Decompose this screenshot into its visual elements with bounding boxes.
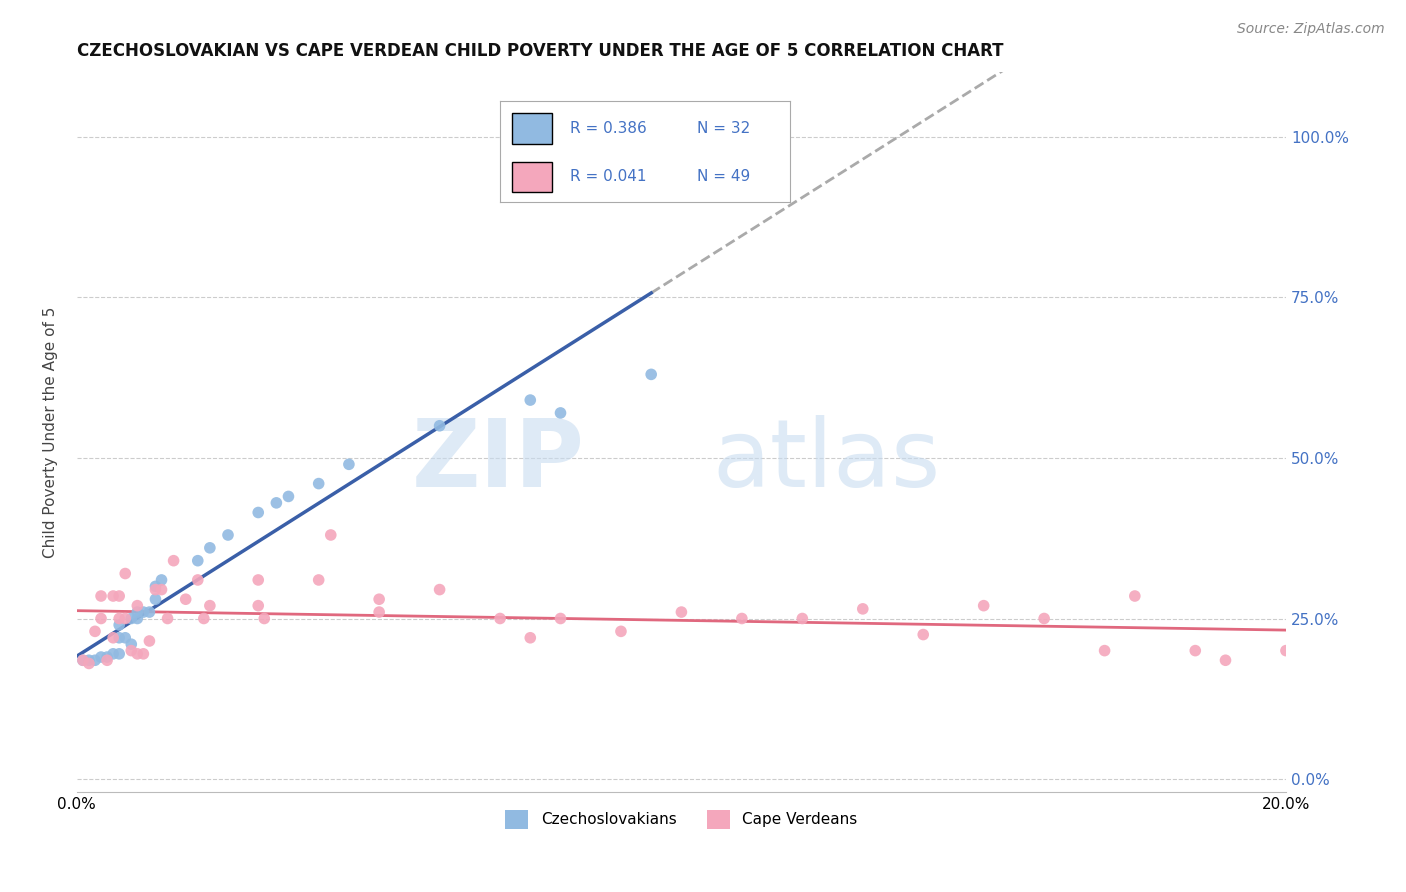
Point xyxy=(150,582,173,597)
Point xyxy=(198,599,221,613)
Point xyxy=(731,611,754,625)
Point xyxy=(610,624,633,639)
Point xyxy=(162,554,184,568)
Point xyxy=(114,631,136,645)
Point xyxy=(96,653,118,667)
Point xyxy=(761,129,783,144)
Point xyxy=(138,605,160,619)
Point xyxy=(90,650,112,665)
Point xyxy=(852,602,875,616)
Point xyxy=(90,611,112,625)
Point xyxy=(187,554,209,568)
Point xyxy=(247,573,270,587)
Point xyxy=(127,605,149,619)
Point xyxy=(429,582,451,597)
Point xyxy=(319,528,342,542)
Point xyxy=(138,634,160,648)
Point xyxy=(1123,589,1146,603)
Point xyxy=(973,599,995,613)
Point xyxy=(156,611,179,625)
Point xyxy=(101,589,124,603)
Point xyxy=(198,541,221,555)
Point xyxy=(108,631,131,645)
Point xyxy=(519,631,541,645)
Point xyxy=(127,599,149,613)
Point xyxy=(101,631,124,645)
Point xyxy=(671,605,693,619)
Point xyxy=(77,653,100,667)
Point xyxy=(96,650,118,665)
Point xyxy=(145,579,167,593)
Point xyxy=(145,592,167,607)
Text: ZIP: ZIP xyxy=(412,415,585,507)
Point xyxy=(519,393,541,408)
Point xyxy=(193,611,215,625)
Point xyxy=(108,647,131,661)
Point xyxy=(77,657,100,671)
Point xyxy=(145,582,167,597)
Point xyxy=(368,592,391,607)
Point xyxy=(120,611,142,625)
Point xyxy=(132,647,155,661)
Point xyxy=(337,458,360,472)
Legend: Czechoslovakians, Cape Verdeans: Czechoslovakians, Cape Verdeans xyxy=(499,804,863,835)
Point xyxy=(217,528,239,542)
Y-axis label: Child Poverty Under the Age of 5: Child Poverty Under the Age of 5 xyxy=(44,307,58,558)
Point xyxy=(187,573,209,587)
Point xyxy=(266,496,288,510)
Point xyxy=(72,653,94,667)
Point xyxy=(253,611,276,625)
Point xyxy=(174,592,197,607)
Point xyxy=(640,368,662,382)
Point xyxy=(429,418,451,433)
Point xyxy=(792,611,814,625)
Point xyxy=(368,605,391,619)
Point xyxy=(277,490,299,504)
Point xyxy=(308,573,330,587)
Text: atlas: atlas xyxy=(713,415,941,507)
Point xyxy=(127,647,149,661)
Point xyxy=(114,611,136,625)
Point xyxy=(912,627,935,641)
Point xyxy=(150,573,173,587)
Point xyxy=(84,624,107,639)
Point xyxy=(1215,653,1237,667)
Text: Source: ZipAtlas.com: Source: ZipAtlas.com xyxy=(1237,22,1385,37)
Point xyxy=(127,611,149,625)
Point xyxy=(101,647,124,661)
Point xyxy=(247,506,270,520)
Point xyxy=(550,406,572,420)
Point xyxy=(72,653,94,667)
Point xyxy=(1275,643,1298,657)
Point xyxy=(489,611,512,625)
Point xyxy=(1094,643,1116,657)
Point xyxy=(120,637,142,651)
Point xyxy=(120,643,142,657)
Point xyxy=(550,611,572,625)
Point xyxy=(308,476,330,491)
Text: CZECHOSLOVAKIAN VS CAPE VERDEAN CHILD POVERTY UNDER THE AGE OF 5 CORRELATION CHA: CZECHOSLOVAKIAN VS CAPE VERDEAN CHILD PO… xyxy=(77,42,1004,60)
Point xyxy=(1184,643,1206,657)
Point xyxy=(108,618,131,632)
Point xyxy=(84,653,107,667)
Point xyxy=(108,611,131,625)
Point xyxy=(247,599,270,613)
Point xyxy=(1033,611,1056,625)
Point xyxy=(114,566,136,581)
Point xyxy=(108,589,131,603)
Point xyxy=(90,589,112,603)
Point xyxy=(132,605,155,619)
